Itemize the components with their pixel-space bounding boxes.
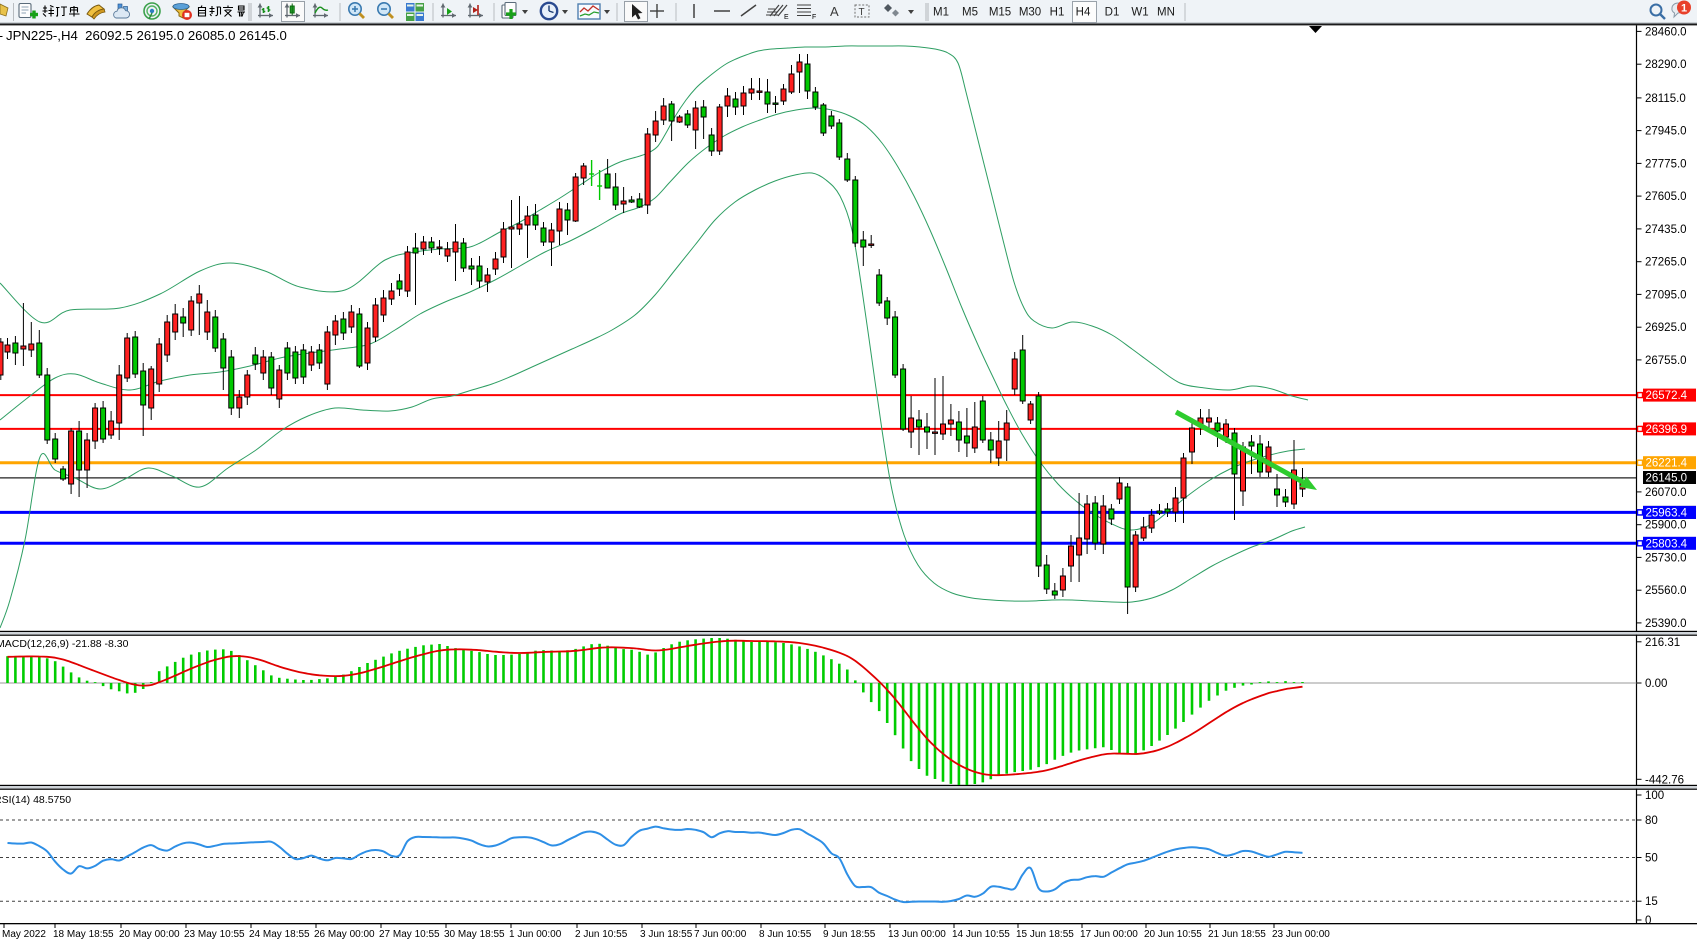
svg-text:20 May 00:00: 20 May 00:00 [119,929,180,940]
svg-text:23 Jun 00:00: 23 Jun 00:00 [1272,929,1330,940]
svg-text:M15: M15 [989,7,1011,19]
svg-text:2 Jun 10:55: 2 Jun 10:55 [575,929,628,940]
svg-text:D1: D1 [1105,7,1120,19]
svg-text:RSI(14) 48.5750: RSI(14) 48.5750 [0,794,71,806]
svg-text:25560.0: 25560.0 [1645,585,1687,597]
svg-text:25390.0: 25390.0 [1645,618,1687,630]
svg-text:A: A [830,4,839,19]
svg-text:26070.0: 26070.0 [1645,487,1687,499]
svg-text:26145.0: 26145.0 [1646,473,1688,485]
svg-text:25730.0: 25730.0 [1645,552,1687,564]
svg-text:30 May 18:55: 30 May 18:55 [444,929,505,940]
svg-text:27605.0: 27605.0 [1645,191,1687,203]
svg-text:0: 0 [1645,915,1651,927]
svg-text:21 Jun 18:55: 21 Jun 18:55 [1208,929,1266,940]
svg-text:-442.76: -442.76 [1645,774,1684,786]
svg-text:27265.0: 27265.0 [1645,257,1687,269]
svg-text:20 Jun 10:55: 20 Jun 10:55 [1144,929,1202,940]
svg-text:50: 50 [1645,853,1658,865]
svg-text:27435.0: 27435.0 [1645,224,1687,236]
svg-text:13 Jun 00:00: 13 Jun 00:00 [888,929,946,940]
svg-text:27775.0: 27775.0 [1645,158,1687,170]
svg-text:27095.0: 27095.0 [1645,289,1687,301]
svg-text:3 Jun 18:55: 3 Jun 18:55 [640,929,693,940]
svg-text:28290.0: 28290.0 [1645,59,1687,71]
svg-text:26221.4: 26221.4 [1646,458,1688,470]
svg-text:1 Jun 00:00: 1 Jun 00:00 [509,929,562,940]
svg-text:18 May 18:55: 18 May 18:55 [53,929,114,940]
svg-text:26755.0: 26755.0 [1645,355,1687,367]
svg-text:7 Jun 00:00: 7 Jun 00:00 [694,929,747,940]
svg-text:1: 1 [1681,3,1687,15]
svg-text:15: 15 [1645,896,1658,908]
svg-text:25803.4: 25803.4 [1646,538,1688,550]
svg-text:27 May 10:55: 27 May 10:55 [379,929,440,940]
svg-text:26572.4: 26572.4 [1646,390,1688,402]
svg-text:14 Jun 10:55: 14 Jun 10:55 [952,929,1010,940]
svg-text:0.00: 0.00 [1645,678,1667,690]
svg-text:M1: M1 [933,7,949,19]
svg-text:M5: M5 [962,7,978,19]
svg-text:MACD(12,26,9) -21.88 -8.30: MACD(12,26,9) -21.88 -8.30 [0,638,129,650]
svg-text:H4: H4 [1076,7,1091,19]
svg-text:8 Jun 10:55: 8 Jun 10:55 [759,929,812,940]
svg-text:9 Jun 18:55: 9 Jun 18:55 [823,929,876,940]
svg-text:T: T [859,7,865,18]
svg-text:23 May 10:55: 23 May 10:55 [184,929,245,940]
svg-text:E: E [784,14,789,21]
svg-text:F: F [812,14,816,21]
svg-text:216.31: 216.31 [1645,637,1680,649]
svg-text:100: 100 [1645,790,1664,802]
svg-text:25963.4: 25963.4 [1646,507,1688,519]
svg-text:27945.0: 27945.0 [1645,126,1687,138]
svg-text:May 2022: May 2022 [2,929,46,940]
svg-text:28460.0: 28460.0 [1645,26,1687,38]
svg-text:26 May 00:00: 26 May 00:00 [314,929,375,940]
svg-text:17 Jun 00:00: 17 Jun 00:00 [1080,929,1138,940]
svg-text:M30: M30 [1019,7,1041,19]
svg-text:H1: H1 [1050,7,1065,19]
svg-text:W1: W1 [1131,7,1148,19]
svg-text:28115.0: 28115.0 [1645,93,1686,105]
svg-text:80: 80 [1645,815,1658,827]
svg-text:JPN225-,H4 26092.5 26195.0 26: JPN225-,H4 26092.5 26195.0 26085.0 26145… [6,28,287,43]
svg-text:MN: MN [1157,7,1175,19]
svg-text:24 May 18:55: 24 May 18:55 [249,929,310,940]
svg-text:26396.9: 26396.9 [1646,424,1688,436]
svg-text:26925.0: 26925.0 [1645,322,1687,334]
svg-text:15 Jun 18:55: 15 Jun 18:55 [1016,929,1074,940]
svg-text:25900.0: 25900.0 [1645,520,1687,532]
